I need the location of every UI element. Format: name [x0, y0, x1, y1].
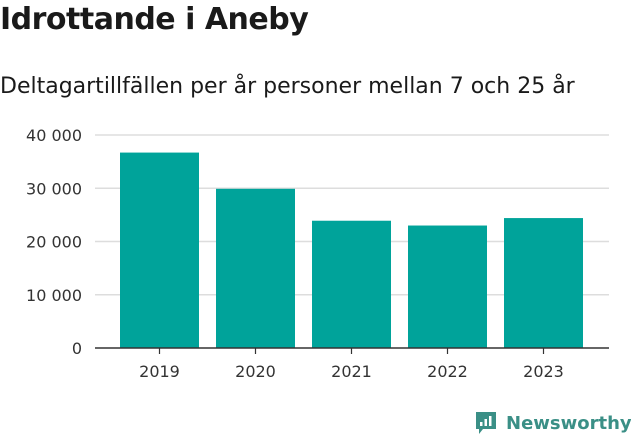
- x-tick-label: 2020: [235, 362, 276, 381]
- bar-2023: [504, 218, 583, 348]
- bar-2021: [312, 220, 391, 348]
- chart-title: Idrottande i Aneby: [0, 2, 309, 37]
- x-tick-label: 2021: [331, 362, 372, 381]
- newsworthy-logo-icon: [476, 412, 496, 434]
- y-tick-label: 0: [72, 339, 82, 358]
- x-tick-label: 2019: [139, 362, 180, 381]
- brand-name: Newsworthy: [506, 412, 631, 434]
- bar-2020: [216, 188, 295, 348]
- bar-2019: [120, 152, 199, 348]
- y-axis-ticks: 0 10 000 20 000 30 000 40 000: [26, 126, 82, 358]
- x-axis-ticks: 2019 2020 2021 2022 2023: [139, 348, 564, 381]
- y-tick-label: 30 000: [26, 179, 82, 198]
- bars: [120, 152, 583, 348]
- brand-logo: Newsworthy: [474, 408, 631, 438]
- y-tick-label: 20 000: [26, 233, 82, 252]
- x-tick-label: 2023: [523, 362, 564, 381]
- chart-subtitle: Deltagartillfällen per år personer mella…: [0, 74, 575, 99]
- bar-2022: [408, 225, 487, 348]
- y-tick-label: 40 000: [26, 126, 82, 145]
- y-tick-label: 10 000: [26, 286, 82, 305]
- x-tick-label: 2022: [427, 362, 468, 381]
